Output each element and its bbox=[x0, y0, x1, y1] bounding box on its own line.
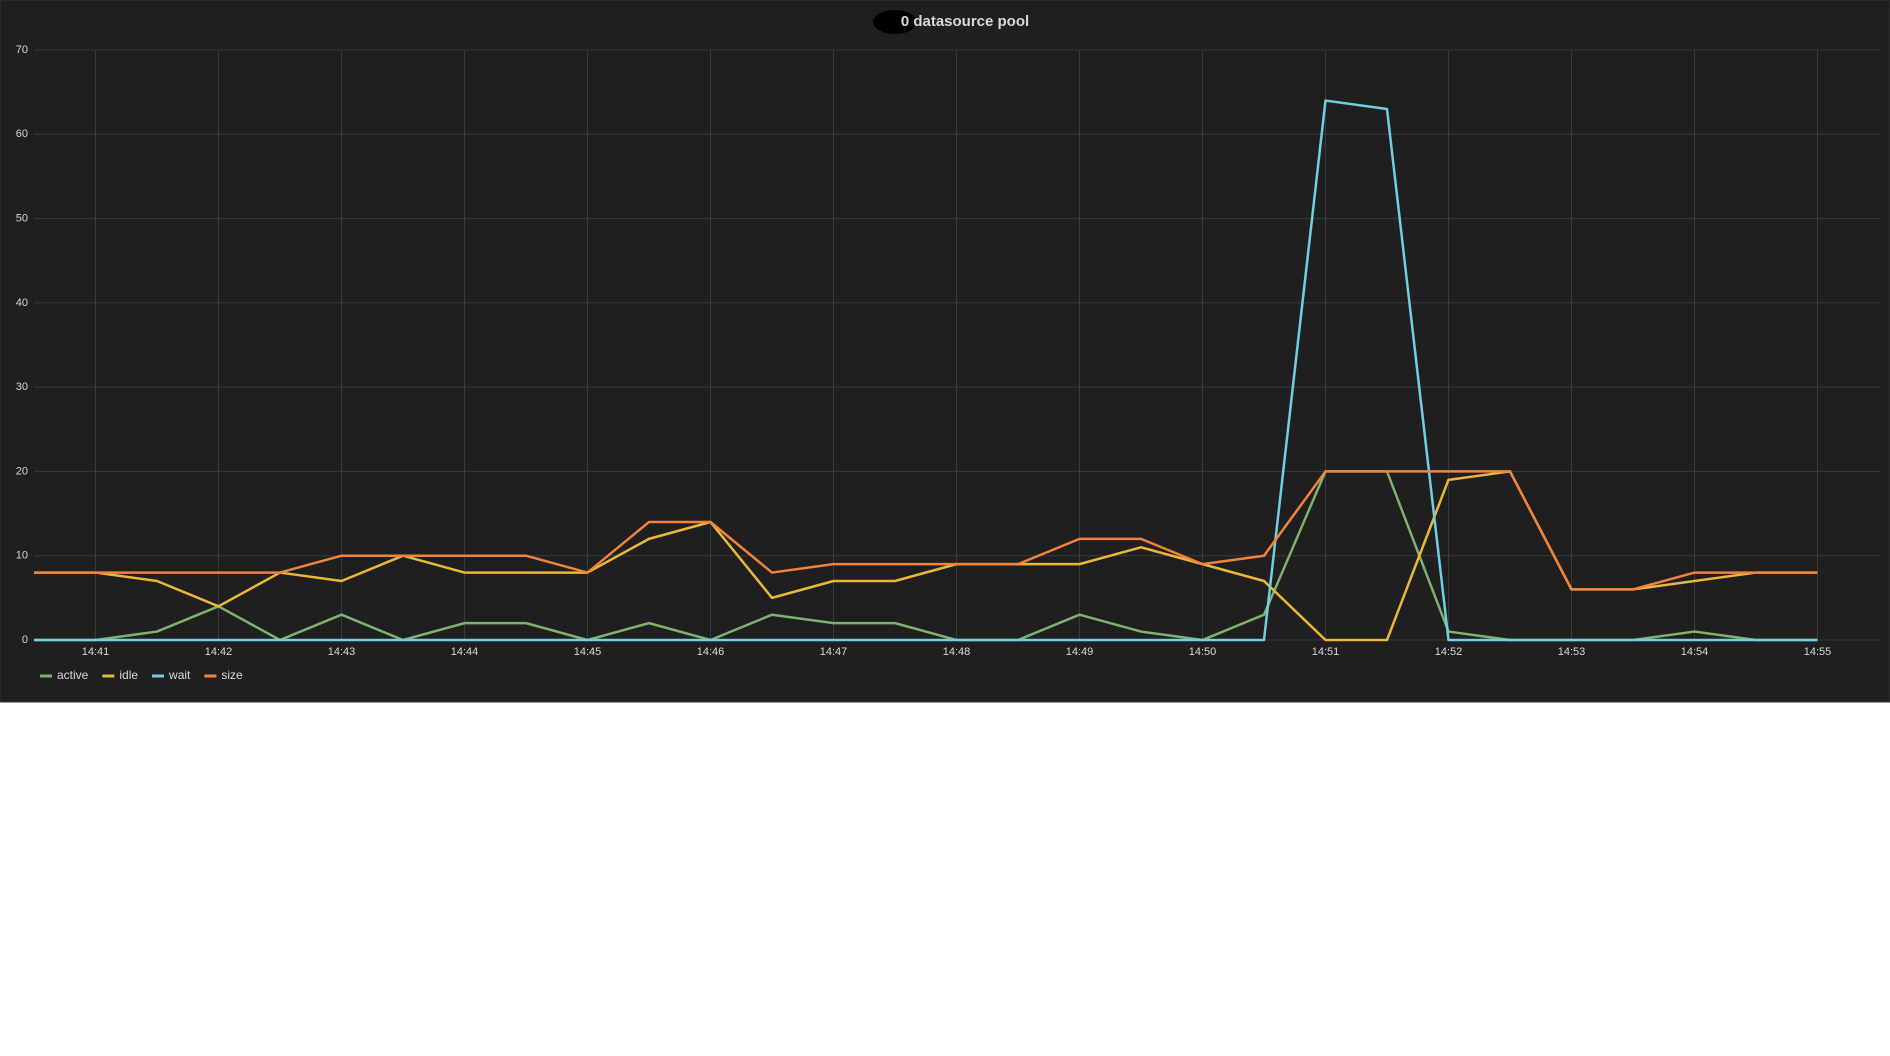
chart-title: 0 datasource pool bbox=[901, 13, 1029, 30]
y-tick-label: 40 bbox=[16, 297, 28, 309]
x-tick-label: 14:47 bbox=[820, 646, 848, 658]
x-tick-label: 14:52 bbox=[1435, 646, 1463, 658]
x-tick-label: 14:51 bbox=[1312, 646, 1340, 658]
series-line bbox=[34, 99, 1818, 642]
y-tick-label: 20 bbox=[16, 465, 28, 477]
series-line bbox=[34, 470, 1818, 591]
x-tick-label: 14:53 bbox=[1558, 646, 1586, 658]
x-tick-label: 14:42 bbox=[205, 646, 233, 658]
y-tick-label: 70 bbox=[16, 44, 28, 56]
x-tick-label: 14:49 bbox=[1066, 646, 1094, 658]
y-tick-label: 10 bbox=[16, 550, 28, 562]
legend-label: active bbox=[57, 668, 89, 682]
x-tick-label: 14:46 bbox=[697, 646, 725, 658]
legend-label: wait bbox=[168, 668, 191, 682]
x-tick-label: 14:50 bbox=[1189, 646, 1217, 658]
x-tick-label: 14:54 bbox=[1681, 646, 1709, 658]
redaction bbox=[873, 10, 917, 34]
x-tick-label: 14:44 bbox=[451, 646, 479, 658]
y-tick-label: 50 bbox=[16, 212, 28, 224]
x-tick-label: 14:43 bbox=[328, 646, 356, 658]
x-tick-label: 14:45 bbox=[574, 646, 602, 658]
y-tick-label: 60 bbox=[16, 128, 28, 140]
x-tick-label: 14:55 bbox=[1804, 646, 1832, 658]
legend-label: idle bbox=[119, 668, 138, 682]
x-tick-label: 14:48 bbox=[943, 646, 971, 658]
y-tick-label: 30 bbox=[16, 381, 28, 393]
x-tick-label: 14:41 bbox=[82, 646, 110, 658]
legend-label: size bbox=[221, 668, 243, 682]
y-tick-label: 0 bbox=[22, 634, 28, 646]
panel bbox=[0, 0, 1890, 703]
